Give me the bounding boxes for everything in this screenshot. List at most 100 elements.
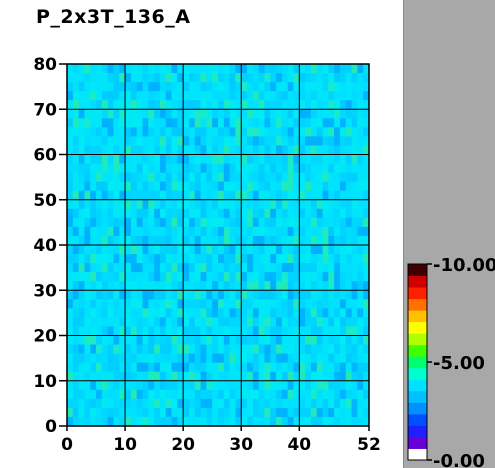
heatmap-cell	[177, 100, 184, 110]
heatmap-cell	[136, 118, 143, 128]
heatmap-cell	[363, 308, 370, 318]
heatmap-cell	[345, 398, 352, 409]
heatmap-cell	[206, 118, 213, 128]
heatmap-cell	[84, 308, 91, 318]
heatmap-cell	[287, 190, 294, 201]
heatmap-cell	[96, 254, 103, 264]
heatmap-cell	[276, 317, 283, 327]
heatmap-cell	[287, 163, 294, 173]
heatmap-cell	[188, 235, 196, 246]
heatmap-cell	[72, 416, 80, 427]
heatmap-cell	[142, 416, 149, 427]
heatmap-cell	[171, 235, 178, 246]
heatmap-cell	[107, 190, 114, 201]
heatmap-cell	[183, 145, 190, 155]
heatmap-cell	[171, 145, 178, 155]
heatmap-cell	[322, 416, 329, 427]
heatmap-cell	[339, 326, 347, 336]
heatmap-cell	[241, 208, 248, 219]
heatmap-cell	[194, 91, 201, 101]
heatmap-cell	[67, 290, 74, 300]
heatmap-cell	[165, 416, 172, 427]
heatmap-cell	[363, 199, 370, 210]
heatmap-cell	[357, 181, 364, 192]
heatmap-cell	[101, 181, 109, 192]
colorbar-segment	[408, 321, 427, 334]
heatmap-cell	[154, 281, 161, 291]
heatmap-cell	[258, 217, 265, 228]
heatmap-cell	[148, 73, 155, 83]
heatmap-cell	[276, 362, 283, 373]
heatmap-cell	[363, 281, 370, 291]
heatmap-cell	[90, 64, 97, 74]
heatmap-cell	[183, 272, 190, 282]
heatmap-cell	[177, 407, 184, 418]
heatmap-cell	[276, 118, 283, 128]
heatmap-cell	[334, 380, 341, 391]
colorbar-tick-label: -5.00	[433, 353, 485, 374]
heatmap-cell	[351, 136, 358, 146]
heatmap-cell	[148, 172, 155, 183]
heatmap-cell	[177, 136, 184, 146]
heatmap-cell	[113, 371, 120, 382]
heatmap-cell	[90, 172, 97, 183]
heatmap-cell	[258, 299, 265, 309]
heatmap-cell	[183, 235, 190, 246]
x-tick-label: 30	[229, 435, 253, 455]
heatmap-cell	[142, 100, 149, 110]
heatmap-cell	[84, 145, 91, 155]
heatmap-cell	[119, 118, 126, 128]
heatmap-cell	[107, 335, 114, 345]
heatmap-cell	[322, 245, 329, 255]
heatmap-cell	[159, 317, 167, 327]
heatmap-cell	[188, 389, 196, 400]
heatmap-cell	[212, 154, 219, 164]
heatmap-cell	[194, 190, 201, 201]
heatmap-cell	[154, 380, 161, 391]
heatmap-cell	[171, 64, 178, 74]
heatmap-cell	[78, 353, 85, 364]
heatmap-cell	[188, 299, 196, 309]
heatmap-cell	[270, 208, 277, 219]
heatmap-cell	[305, 308, 312, 318]
heatmap-cell	[177, 172, 184, 183]
heatmap-cell	[339, 181, 347, 192]
heatmap-cell	[188, 208, 196, 219]
heatmap-cell	[334, 326, 341, 336]
heatmap-cell	[119, 145, 126, 155]
heatmap-cell	[316, 199, 323, 210]
heatmap-cell	[264, 181, 271, 192]
heatmap-cell	[148, 389, 155, 400]
heatmap-cell	[316, 136, 323, 146]
heatmap-cell	[299, 64, 306, 74]
heatmap-cell	[264, 398, 271, 409]
heatmap-cell	[293, 217, 300, 228]
heatmap-cell	[270, 281, 277, 291]
heatmap-cell	[194, 217, 201, 228]
heatmap-cell	[357, 353, 364, 364]
heatmap-cell	[78, 208, 85, 219]
heatmap-cell	[276, 353, 283, 364]
heatmap-cell	[229, 317, 236, 327]
heatmap-cell	[67, 199, 74, 210]
heatmap-cell	[218, 416, 225, 427]
heatmap-cell	[357, 290, 364, 300]
heatmap-cell	[78, 154, 85, 164]
heatmap-cell	[101, 245, 109, 255]
heatmap-cell	[299, 254, 306, 264]
heatmap-cell	[90, 308, 97, 318]
heatmap-cell	[125, 398, 132, 409]
heatmap-cell	[113, 136, 120, 146]
heatmap-cell	[276, 163, 283, 173]
heatmap-cell	[241, 73, 248, 83]
heatmap-cell	[258, 73, 265, 83]
heatmap-cell	[212, 172, 219, 183]
y-tick-label: 50	[33, 191, 57, 211]
heatmap-cell	[142, 254, 149, 264]
heatmap-cell	[339, 362, 347, 373]
heatmap-cell	[159, 172, 167, 183]
heatmap-cell	[72, 226, 80, 237]
heatmap-cell	[229, 398, 236, 409]
heatmap-cell	[159, 290, 167, 300]
colorbar-segment	[408, 287, 427, 300]
